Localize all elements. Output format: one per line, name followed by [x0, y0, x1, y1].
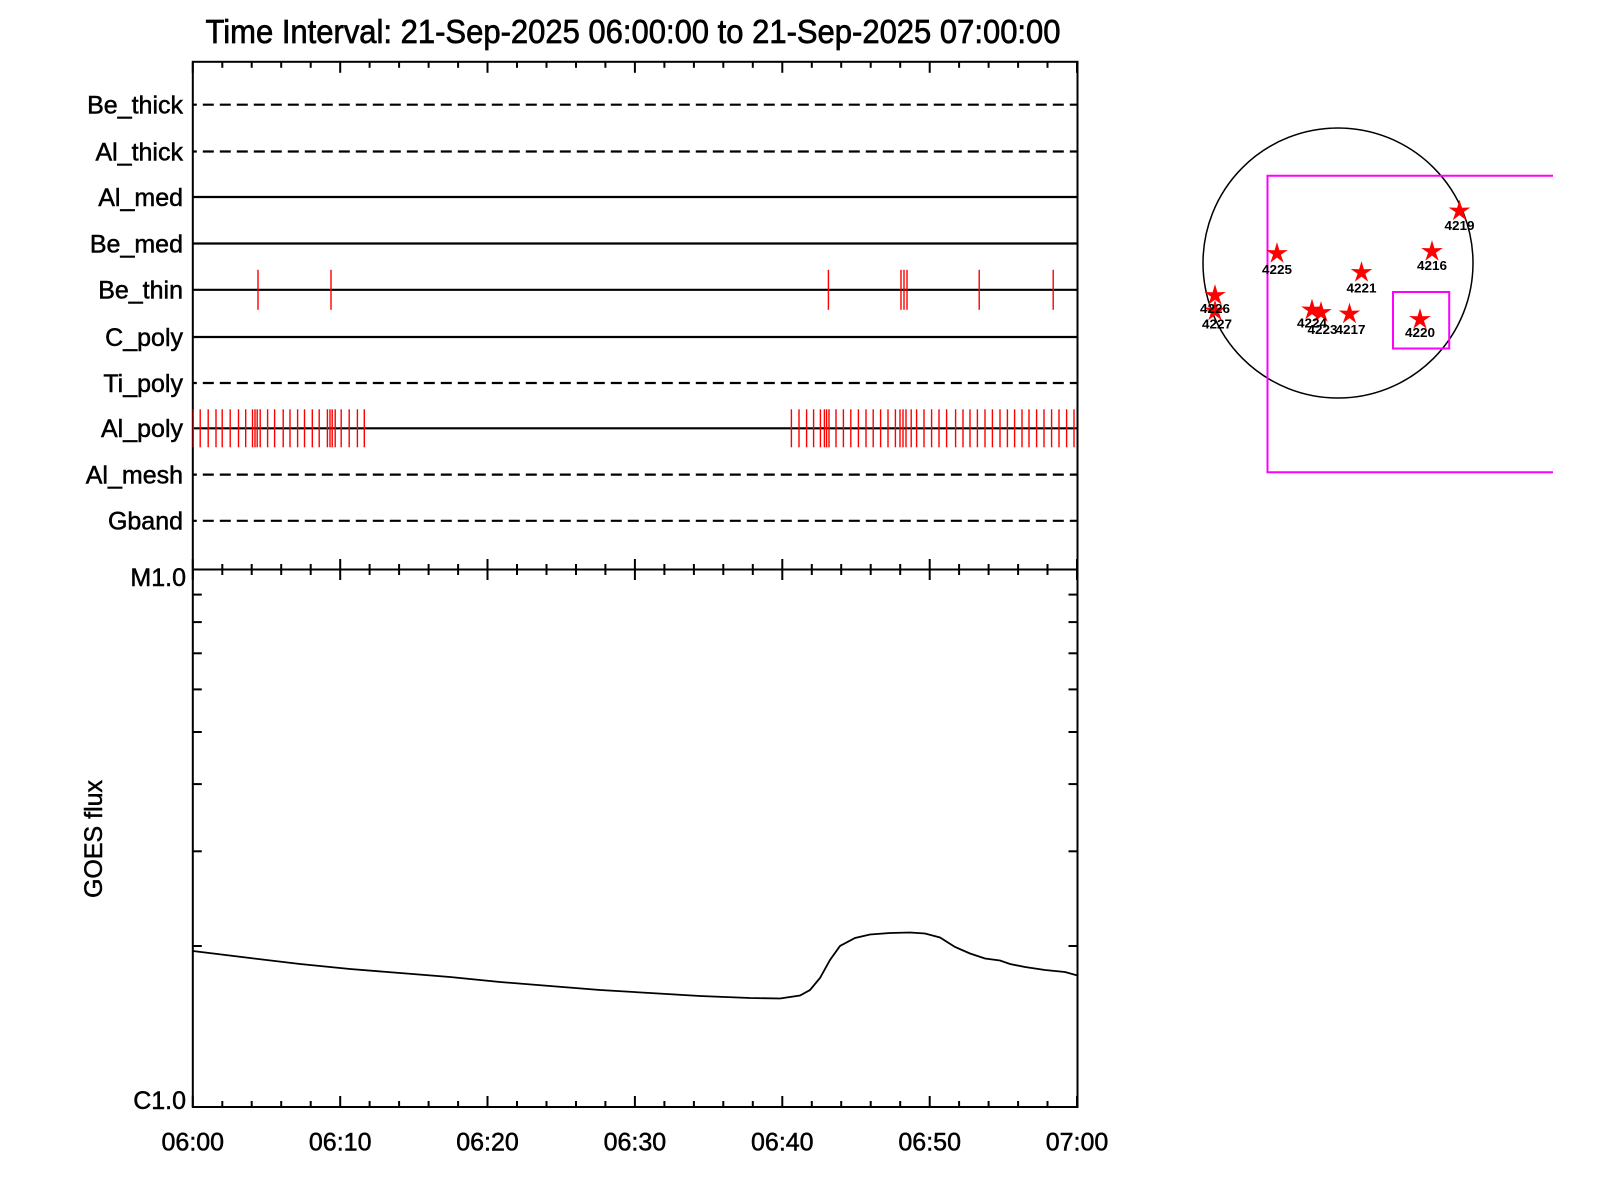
- svg-text:C_poly: C_poly: [105, 324, 183, 352]
- svg-text:06:50: 06:50: [898, 1128, 961, 1156]
- svg-text:4223: 4223: [1308, 323, 1338, 337]
- svg-text:4224: 4224: [1297, 317, 1327, 331]
- svg-text:4216: 4216: [1417, 259, 1447, 273]
- svg-text:Gband: Gband: [108, 508, 183, 536]
- svg-text:4220: 4220: [1405, 326, 1435, 340]
- svg-text:Time Interval: 21-Sep-2025 06:: Time Interval: 21-Sep-2025 06:00:00 to 2…: [206, 13, 1061, 50]
- svg-text:4221: 4221: [1347, 282, 1377, 296]
- svg-text:07:00: 07:00: [1046, 1128, 1109, 1156]
- svg-text:GOES flux: GOES flux: [80, 779, 108, 898]
- svg-text:4226: 4226: [1200, 302, 1230, 316]
- svg-text:Ti_poly: Ti_poly: [103, 370, 183, 398]
- svg-text:4225: 4225: [1262, 263, 1292, 277]
- svg-text:M1.0: M1.0: [130, 564, 186, 592]
- svg-text:Be_med: Be_med: [90, 230, 183, 258]
- svg-text:Al_mesh: Al_mesh: [86, 461, 183, 489]
- svg-text:06:10: 06:10: [309, 1128, 372, 1156]
- svg-text:4217: 4217: [1336, 323, 1366, 337]
- svg-text:4219: 4219: [1445, 219, 1475, 233]
- svg-text:Al_med: Al_med: [98, 184, 183, 212]
- svg-text:Al_poly: Al_poly: [101, 415, 183, 443]
- svg-text:06:40: 06:40: [751, 1128, 814, 1156]
- svg-text:C1.0: C1.0: [133, 1087, 186, 1115]
- svg-text:Be_thick: Be_thick: [87, 92, 183, 120]
- svg-text:06:00: 06:00: [162, 1128, 225, 1156]
- svg-text:06:20: 06:20: [456, 1128, 519, 1156]
- svg-text:Be_thin: Be_thin: [98, 277, 183, 305]
- svg-text:4227: 4227: [1202, 318, 1232, 332]
- svg-text:Al_thick: Al_thick: [95, 138, 183, 166]
- svg-text:06:30: 06:30: [604, 1128, 667, 1156]
